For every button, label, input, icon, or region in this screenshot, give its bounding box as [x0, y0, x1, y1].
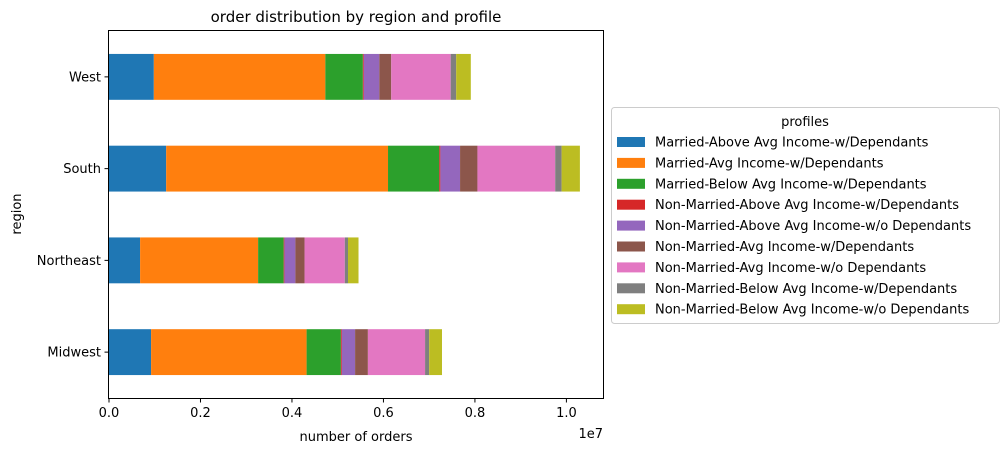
legend-label: Non-Married-Avg Income-w/Dependants	[655, 240, 914, 255]
bar-segment-west-7	[450, 53, 457, 100]
y-tick-label: Midwest	[47, 346, 101, 361]
y-axis: Midwest Northeast South West	[37, 70, 109, 361]
bar-segment-midwest-6	[367, 329, 426, 376]
legend-swatch	[617, 283, 645, 294]
bar-segment-south-5	[460, 145, 478, 192]
bar-segment-midwest-2	[306, 329, 341, 376]
bar-segment-south-8	[561, 145, 580, 192]
bar-segment-midwest-7	[425, 329, 430, 376]
legend-label: Non-Married-Below Avg Income-w/o Dependa…	[655, 303, 969, 318]
bar-segment-northeast-0	[109, 237, 141, 284]
x-tick-label: 0.0	[99, 406, 120, 421]
legend-label: Non-Married-Above Avg Income-w/Dependant…	[655, 198, 959, 213]
bar-segment-west-3	[362, 53, 364, 100]
y-tick-label: West	[69, 70, 101, 85]
bar-segment-south-0	[109, 145, 167, 192]
bar-segment-midwest-4	[341, 329, 356, 376]
bar-segment-west-8	[456, 53, 471, 100]
bar-segment-south-1	[166, 145, 389, 192]
x-tick-label: 0.8	[465, 406, 486, 421]
legend-swatch	[617, 220, 645, 231]
legend-label: Non-Married-Above Avg Income-w/o Dependa…	[655, 219, 971, 234]
bar-segment-west-0	[109, 53, 154, 100]
bar-segment-northeast-5	[295, 237, 305, 284]
legend-swatch	[617, 157, 645, 168]
y-tick-label: South	[63, 162, 101, 177]
bar-segment-northeast-6	[304, 237, 345, 284]
bars-group	[109, 53, 580, 376]
legend-swatch	[617, 304, 645, 315]
y-tick-label: Northeast	[37, 254, 101, 269]
bar-segment-midwest-5	[355, 329, 368, 376]
bar-segment-south-6	[477, 145, 556, 192]
legend-box	[611, 107, 1000, 324]
bar-segment-south-2	[388, 145, 440, 192]
bar-segment-west-4	[363, 53, 380, 100]
legend-swatch	[617, 178, 645, 189]
bar-segment-northeast-4	[284, 237, 296, 284]
x-tick-label: 0.4	[282, 406, 303, 421]
legend-swatch	[617, 137, 645, 147]
x-axis-title: number of orders	[300, 430, 413, 445]
bar-segment-northeast-2	[258, 237, 284, 284]
bar-segment-south-4	[440, 145, 461, 192]
legend-label: Non-Married-Below Avg Income-w/Dependant…	[655, 282, 957, 297]
legend: profiles Married-Above Avg Income-w/Depe…	[611, 107, 1000, 324]
x-axis: 0.0 0.2 0.4 0.6 0.8 1.0	[99, 398, 577, 421]
legend-items: Married-Above Avg Income-w/Dependants Mar…	[617, 136, 971, 318]
bar-segment-midwest-8	[429, 329, 442, 376]
legend-label: Married-Avg Income-w/Dependants	[655, 156, 884, 171]
bar-segment-midwest-3	[340, 329, 342, 376]
y-axis-title: region	[10, 193, 25, 234]
bar-segment-midwest-0	[109, 329, 152, 376]
bar-segment-west-2	[325, 53, 363, 100]
bar-segment-west-5	[379, 53, 392, 100]
x-tick-label: 1.0	[556, 406, 577, 421]
legend-label: Married-Below Avg Income-w/Dependants	[655, 177, 927, 192]
bar-segment-west-1	[153, 53, 326, 100]
x-tick-label: 0.6	[373, 406, 394, 421]
bar-segment-south-3	[439, 145, 441, 192]
bar-segment-northeast-3	[283, 237, 285, 284]
legend-label: Non-Married-Avg Income-w/o Dependants	[655, 261, 926, 276]
bar-segment-south-7	[555, 145, 562, 192]
x-axis-offset-label: 1e7	[578, 427, 603, 442]
bar-segment-midwest-1	[151, 329, 307, 376]
bar-segment-northeast-1	[140, 237, 259, 284]
legend-swatch	[617, 262, 645, 273]
chart-title: order distribution by region and profile	[211, 8, 502, 26]
bar-segment-west-6	[391, 53, 451, 100]
x-tick-label: 0.2	[190, 406, 211, 421]
legend-swatch	[617, 199, 645, 210]
plot-frame	[108, 30, 604, 399]
legend-label: Married-Above Avg Income-w/Dependants	[655, 136, 929, 151]
bar-segment-northeast-7	[344, 237, 348, 284]
bar-segment-northeast-8	[347, 237, 359, 284]
legend-swatch	[617, 241, 645, 252]
legend-title: profiles	[781, 115, 829, 130]
